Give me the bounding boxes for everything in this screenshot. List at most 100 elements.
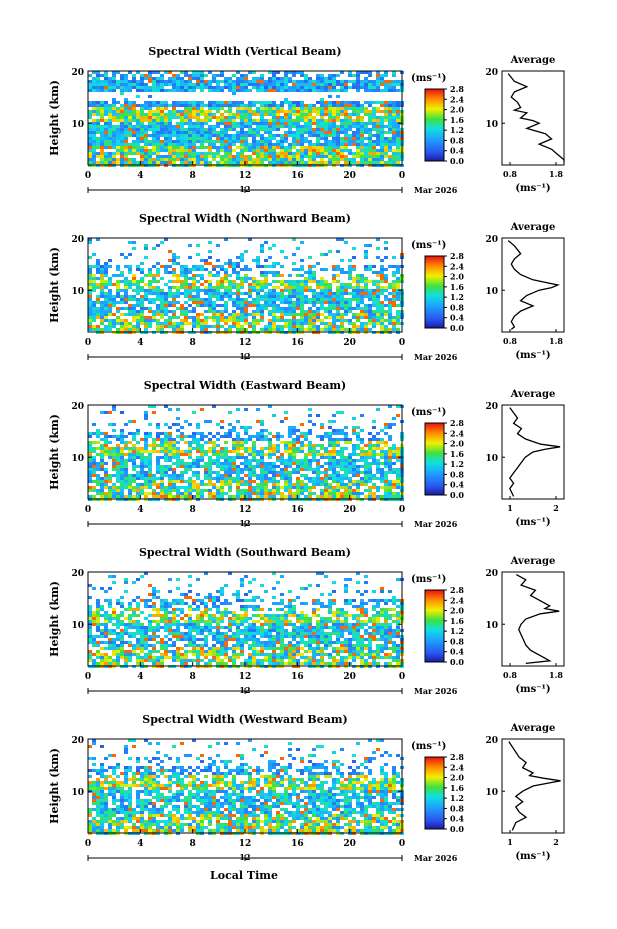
heatmap-cell [116, 80, 120, 83]
heatmap-cell [356, 468, 360, 471]
heatmap-cell [388, 468, 392, 471]
heatmap-cell [280, 80, 284, 83]
heatmap-cell [252, 280, 256, 283]
heatmap-cell [384, 143, 388, 146]
heatmap-cell [156, 322, 160, 325]
heatmap-cell [356, 286, 360, 289]
heatmap-cell [312, 447, 316, 450]
heatmap-cell [92, 274, 96, 277]
heatmap-cell [172, 80, 176, 83]
heatmap-cell [352, 289, 356, 292]
heatmap-cell [384, 137, 388, 140]
heatmap-cell [156, 149, 160, 152]
heatmap-cell [112, 322, 116, 325]
heatmap-cell [332, 292, 336, 295]
heatmap-cell [288, 295, 292, 298]
heatmap-cell [380, 456, 384, 459]
heatmap-cell [212, 301, 216, 304]
heatmap-cell [376, 119, 380, 122]
heatmap-cell [116, 456, 120, 459]
heatmap-cell [340, 474, 344, 477]
heatmap-cell [112, 143, 116, 146]
heatmap-cell [224, 131, 228, 134]
heatmap-cell [336, 265, 340, 268]
heatmap-cell [188, 286, 192, 289]
heatmap-cell [136, 456, 140, 459]
heatmap-cell [340, 453, 344, 456]
heatmap-cell [212, 492, 216, 495]
heatmap-cell [360, 274, 364, 277]
heatmap-cell [88, 474, 92, 477]
heatmap-cell [88, 301, 92, 304]
heatmap-cell [96, 71, 100, 74]
heatmap-cell [160, 134, 164, 137]
heatmap-cell [356, 489, 360, 492]
heatmap-cell [296, 80, 300, 83]
heatmap-cell [88, 486, 92, 489]
heatmap-cell [292, 107, 296, 110]
heatmap-cell [340, 122, 344, 125]
heatmap-cell [376, 86, 380, 89]
heatmap-cell [336, 161, 340, 164]
heatmap-cell [232, 304, 236, 307]
heatmap-cell [228, 313, 232, 316]
heatmap-cell [372, 295, 376, 298]
avg-frame [501, 237, 565, 333]
heatmap-cell [296, 298, 300, 301]
panel-title: Spectral Width (Eastward Beam) [144, 379, 346, 392]
heatmap-cell [120, 274, 124, 277]
heatmap-cell [300, 462, 304, 465]
heatmap-cell [224, 468, 228, 471]
heatmap-cell [288, 128, 292, 131]
heatmap-cell [292, 492, 296, 495]
heatmap-cell [124, 116, 128, 119]
heatmap-cell [188, 256, 192, 259]
heatmap-cell [268, 447, 272, 450]
heatmap-cell [144, 298, 148, 301]
heatmap-cell [216, 122, 220, 125]
heatmap-cell [116, 465, 120, 468]
heatmap-cell [288, 492, 292, 495]
heatmap-cell [192, 295, 196, 298]
heatmap-cell [240, 253, 244, 256]
heatmap-cell [352, 328, 356, 331]
heatmap-cell [196, 104, 200, 107]
heatmap-cell [192, 286, 196, 289]
heatmap-cell [200, 110, 204, 113]
heatmap-cell [368, 295, 372, 298]
heatmap-cell [204, 280, 208, 283]
heatmap-cell [132, 420, 136, 423]
heatmap-cell [188, 450, 192, 453]
heatmap-cell [172, 125, 176, 128]
heatmap-cell [332, 453, 336, 456]
heatmap-cell [212, 140, 216, 143]
heatmap-cell [392, 107, 396, 110]
heatmap-cell [332, 265, 336, 268]
heatmap-cell [164, 307, 168, 310]
heatmap-cell [220, 143, 224, 146]
heatmap-cell [240, 107, 244, 110]
heatmap-cell [256, 89, 260, 92]
heatmap-cell [232, 447, 236, 450]
heatmap-cell [120, 411, 124, 414]
heatmap-cell [300, 283, 304, 286]
heatmap-cell [148, 152, 152, 155]
heatmap-cell [368, 80, 372, 83]
heatmap-cell [280, 158, 284, 161]
heatmap-cell [128, 80, 132, 83]
heatmap-cell [116, 462, 120, 465]
heatmap-cell [172, 128, 176, 131]
heatmap-cell [100, 411, 104, 414]
heatmap-cell [344, 113, 348, 116]
heatmap-cell [280, 316, 284, 319]
heatmap-cell [308, 83, 312, 86]
heatmap-cell [388, 310, 392, 313]
heatmap-cell [156, 486, 160, 489]
heatmap-cell [336, 301, 340, 304]
heatmap-cell [304, 319, 308, 322]
heatmap-cell [336, 459, 340, 462]
heatmap-cell [340, 492, 344, 495]
heatmap-cell [388, 471, 392, 474]
heatmap-cell [104, 477, 108, 480]
heatmap-cell [128, 489, 132, 492]
